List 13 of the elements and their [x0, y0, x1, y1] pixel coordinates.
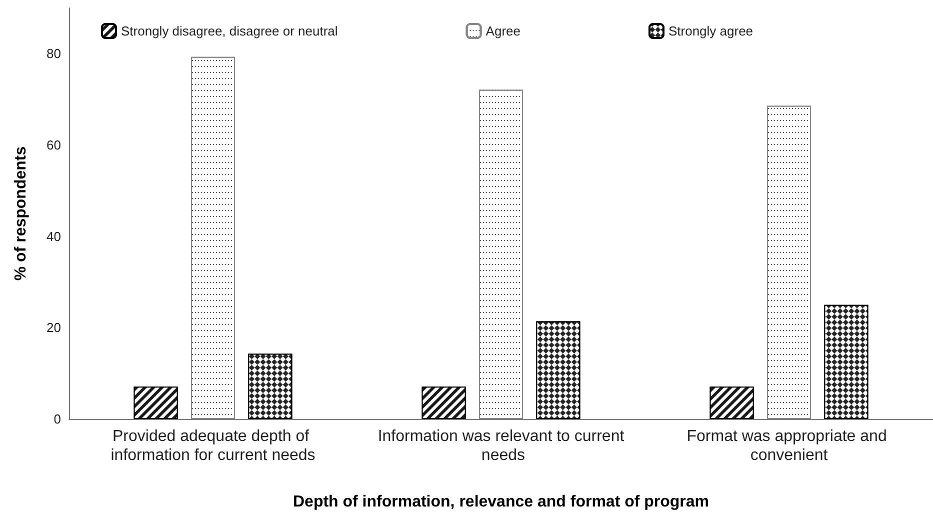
y-axis-title: % of respondents [12, 146, 30, 281]
legend-label: Agree [486, 24, 520, 38]
x-tick-label: Format was appropriate and convenient [686, 428, 892, 464]
x-tick-label: Information was relevant to current needs [378, 428, 625, 464]
y-tick-label: 40 [46, 228, 61, 244]
x-axis-title: Depth of information, relevance and format of program [292, 494, 710, 510]
x-tick-label: Provided adequate depth of information for current needs [110, 428, 316, 464]
y-tick-label: 80 [46, 46, 61, 62]
legend-label: Strongly disagree, disagree or neutral [121, 24, 338, 38]
y-tick-label: 20 [46, 320, 61, 336]
legend-label: Strongly agree [668, 24, 754, 38]
y-tick-label: 60 [46, 138, 61, 152]
y-tick-label: 0 [54, 412, 61, 426]
